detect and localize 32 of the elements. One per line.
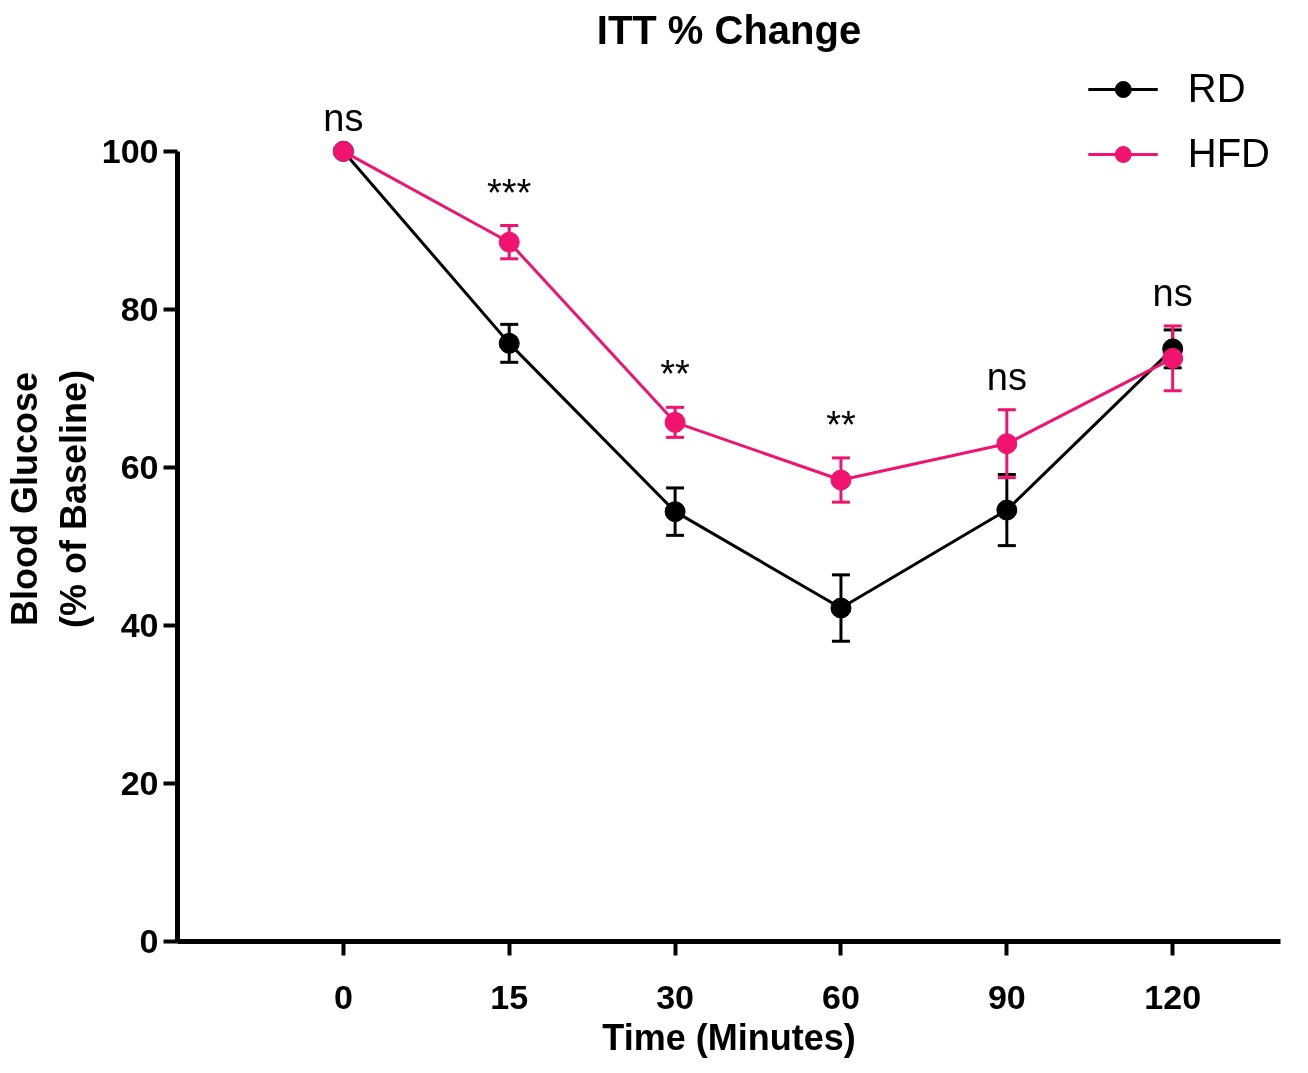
point xyxy=(498,231,520,253)
y-tick-label: 0 xyxy=(139,922,159,960)
point xyxy=(498,332,520,354)
y-tick-label: 80 xyxy=(120,289,159,328)
annotation: ns xyxy=(1152,271,1193,314)
x-tick-label: 0 xyxy=(333,977,353,1016)
point xyxy=(830,469,852,491)
annotation: *** xyxy=(487,171,532,214)
annotation: ** xyxy=(660,353,691,396)
text: ns xyxy=(323,97,364,140)
legend-label: RD xyxy=(1187,66,1246,111)
y-tick-label: 40 xyxy=(120,605,159,644)
annotation: ns xyxy=(986,355,1027,398)
legend-label: HFD xyxy=(1187,131,1270,176)
y-tick-label: 20 xyxy=(120,763,159,802)
point xyxy=(830,597,852,619)
chart-title: ITT % Change xyxy=(596,7,862,52)
x-tick-label: 30 xyxy=(656,977,695,1016)
x-tick-label: 60 xyxy=(822,977,860,1016)
x-axis-title: Time (Minutes) xyxy=(602,1016,856,1058)
y-tick-label: 100 xyxy=(101,131,159,170)
annotation: ** xyxy=(826,403,856,446)
x-tick-label: 15 xyxy=(490,977,529,1016)
y-axis-title: Blood Glucose (% of Baseline) xyxy=(3,369,94,629)
point xyxy=(664,501,686,523)
point xyxy=(996,433,1018,455)
x-tick-label: 120 xyxy=(1144,977,1202,1016)
x-tick-label: 90 xyxy=(987,977,1026,1016)
point xyxy=(996,499,1018,521)
y-tick-label: 60 xyxy=(120,447,159,486)
point xyxy=(664,411,686,433)
point xyxy=(1162,347,1184,369)
